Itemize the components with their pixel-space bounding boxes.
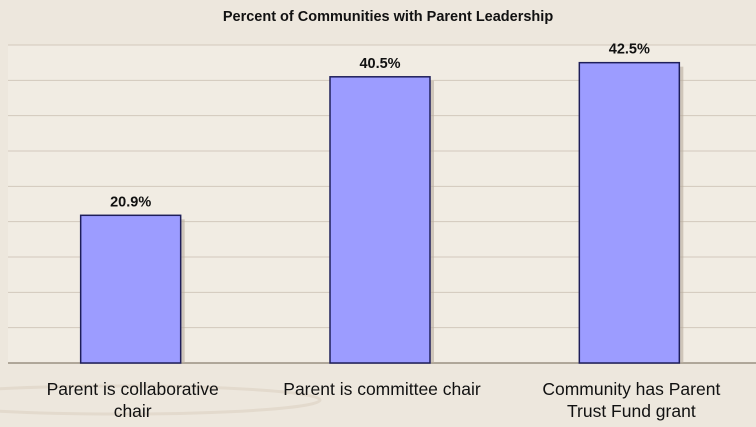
bars xyxy=(79,61,684,364)
chart-title: Percent of Communities with Parent Leade… xyxy=(223,9,553,25)
category-label-0: Parent is collaborative chair xyxy=(47,379,219,421)
watermark-swoosh xyxy=(0,384,322,416)
category-label-line: Parent is committee chair xyxy=(283,379,481,399)
category-label-line: Trust Fund grant xyxy=(567,401,696,421)
data-labels: 20.9% 40.5% 42.5% xyxy=(110,42,650,211)
data-label-0: 20.9% xyxy=(110,194,151,210)
category-label-1: Parent is committee chair xyxy=(283,379,481,399)
category-label-2: Community has Parent Trust Fund grant xyxy=(542,379,720,421)
bar-2 xyxy=(578,61,681,364)
data-label-2: 42.5% xyxy=(609,42,650,58)
bar-0 xyxy=(79,214,182,364)
category-label-line: chair xyxy=(114,401,152,421)
category-label-line: Parent is collaborative xyxy=(47,379,219,399)
bar-1 xyxy=(329,76,431,364)
data-label-1: 40.5% xyxy=(359,56,400,72)
category-label-line: Community has Parent xyxy=(542,379,720,399)
